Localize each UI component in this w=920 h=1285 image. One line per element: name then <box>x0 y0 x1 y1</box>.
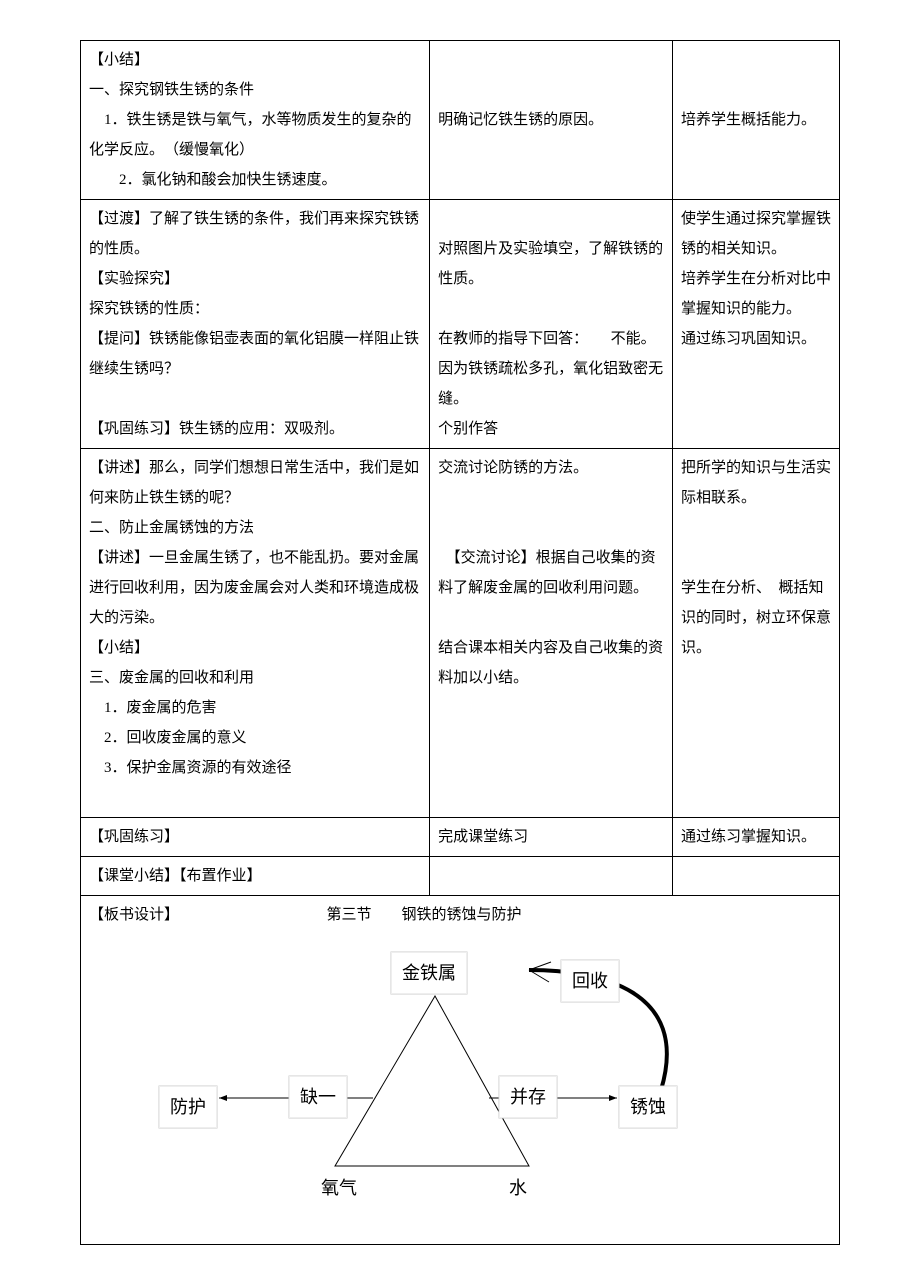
lesson-table: 【小结】 一、探究钢铁生锈的条件 1．铁生锈是铁与氧气，水等物质发生的复杂的化学… <box>80 40 840 1245</box>
node-protect: 防护 <box>159 1086 217 1128</box>
node-h2o: 水 <box>509 1170 527 1206</box>
cell-2-0: 【讲述】那么，同学们想想日常生活中，我们是如何来防止铁生锈的呢？ 二、防止金属锈… <box>81 449 430 818</box>
node-metal: 金铁属 <box>391 952 467 994</box>
cell-1-1: 对照图片及实验填空，了解铁锈的性质。 在教师的指导下回答： 不能。因为铁锈疏松多… <box>430 200 673 449</box>
board-cell: 【板书设计】 第三节 钢铁的锈蚀与防护 金铁属防护锈蚀缺一并存回收氧气水 <box>81 896 840 1245</box>
cell-3-1: 完成课堂练习 <box>430 818 673 857</box>
cell-4-0: 【课堂小结】【布置作业】 <box>81 857 430 896</box>
cell-2-1: 交流讨论防锈的方法。 【交流讨论】根据自己收集的资料了解废金属的回收利用问题。 … <box>430 449 673 818</box>
node-rust: 锈蚀 <box>619 1086 677 1128</box>
cell-0-2: 培养学生概括能力。 <box>673 41 840 200</box>
label-both: 并存 <box>499 1076 557 1118</box>
cell-1-0: 【过渡】了解了铁生锈的条件，我们再来探究铁锈的性质。 【实验探究】 探究铁锈的性… <box>81 200 430 449</box>
cell-2-2: 把所学的知识与生活实际相联系。 学生在分析、 概括知识的同时，树立环保意识。 <box>673 449 840 818</box>
cell-0-0: 【小结】 一、探究钢铁生锈的条件 1．铁生锈是铁与氧气，水等物质发生的复杂的化学… <box>81 41 430 200</box>
cell-0-1: 明确记忆铁生锈的原因。 <box>430 41 673 200</box>
board-graph <box>89 900 829 1240</box>
label-recycle: 回收 <box>561 960 619 1002</box>
node-o2: 氧气 <box>321 1170 357 1206</box>
cell-4-1 <box>430 857 673 896</box>
cell-4-2 <box>673 857 840 896</box>
board-design: 【板书设计】 第三节 钢铁的锈蚀与防护 金铁属防护锈蚀缺一并存回收氧气水 <box>89 900 831 1240</box>
label-lack: 缺一 <box>289 1076 347 1118</box>
cell-3-2: 通过练习掌握知识。 <box>673 818 840 857</box>
cell-1-2: 使学生通过探究掌握铁锈的相关知识。 培养学生在分析对比中掌握知识的能力。 通过练… <box>673 200 840 449</box>
cell-3-0: 【巩固练习】 <box>81 818 430 857</box>
